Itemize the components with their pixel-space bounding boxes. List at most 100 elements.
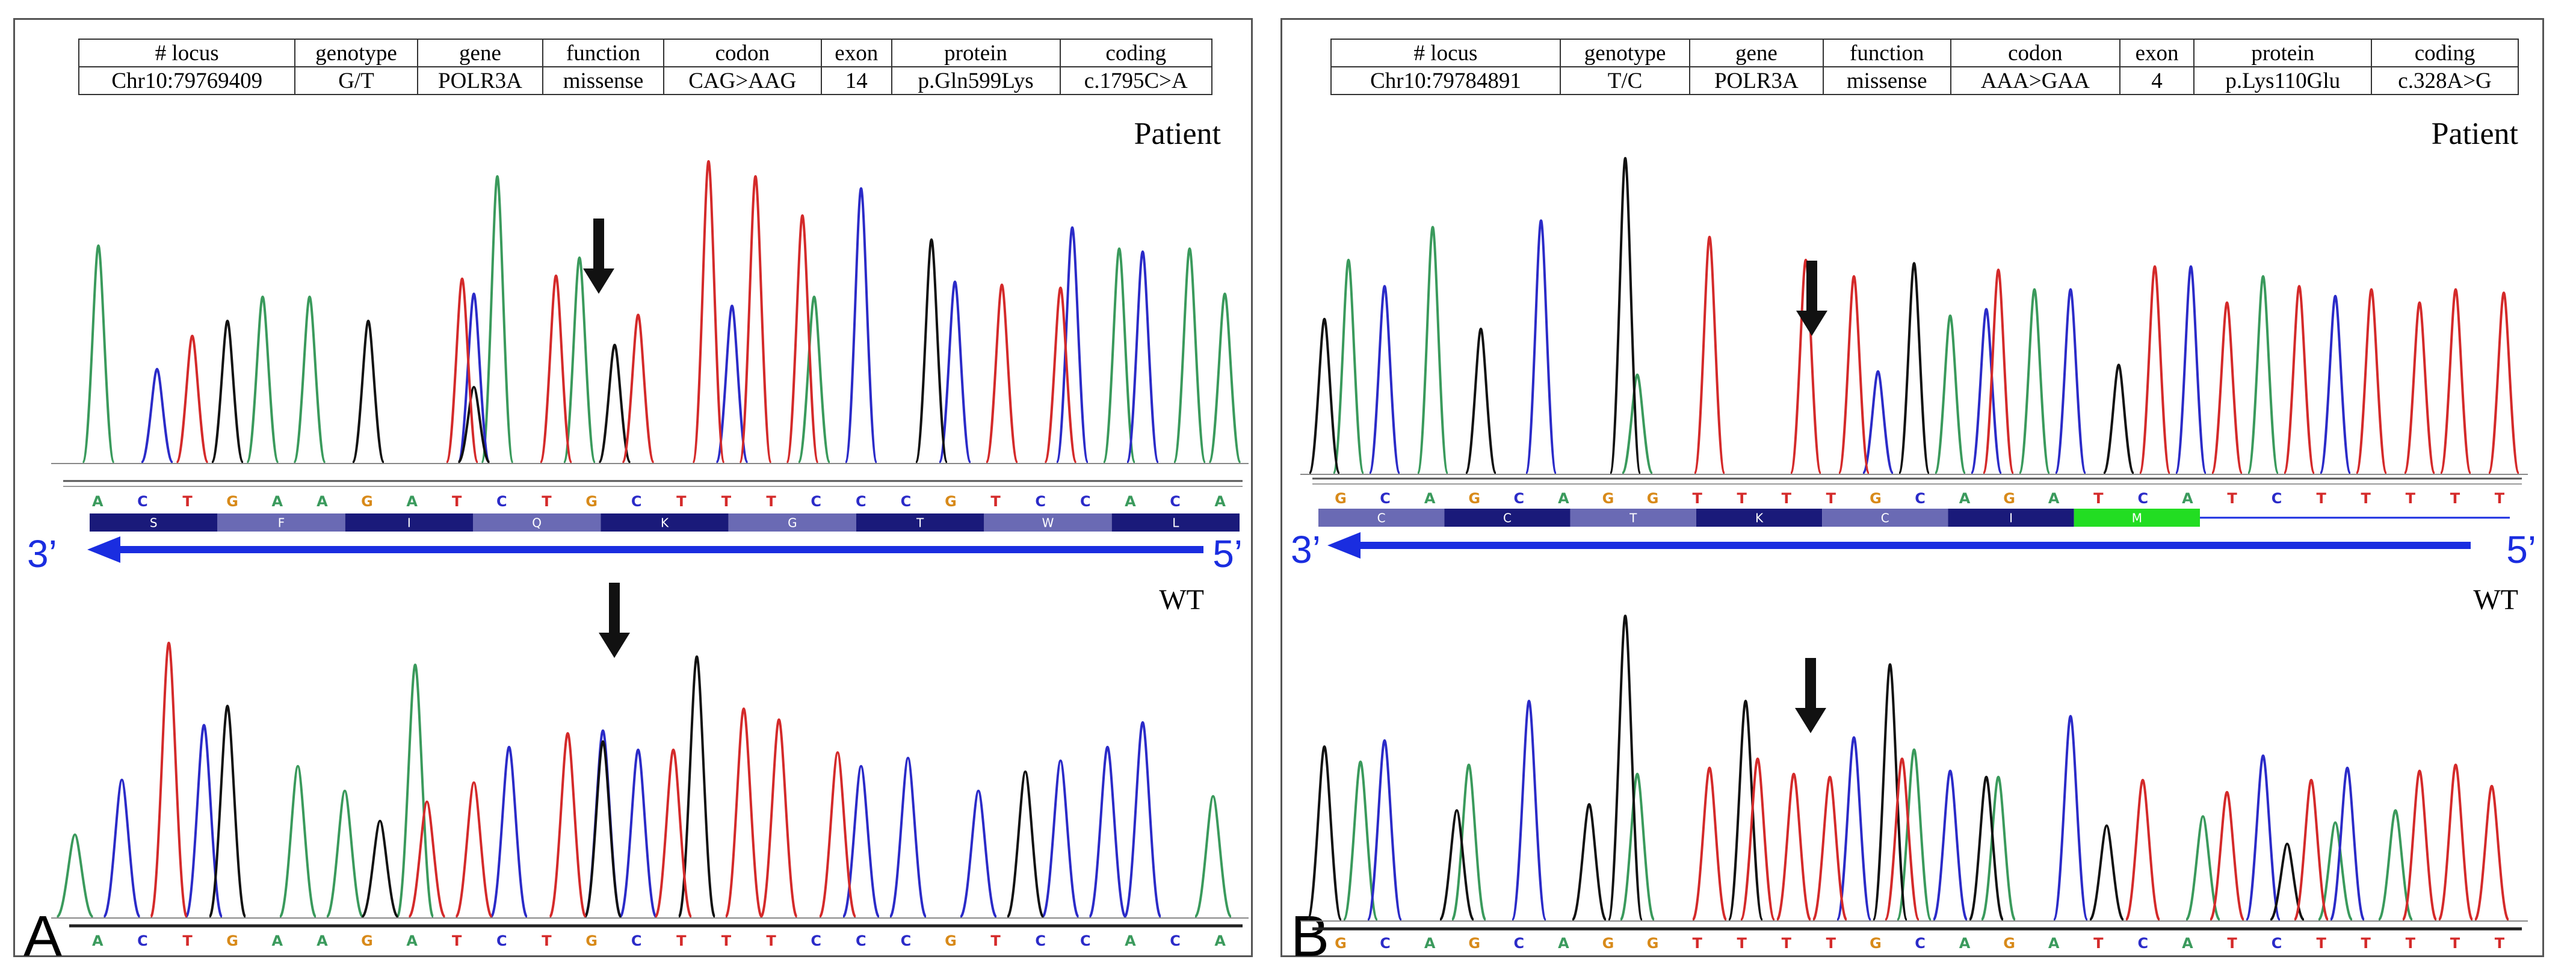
- codon-box: [345, 513, 473, 532]
- base-call-A: A: [1558, 490, 1569, 507]
- trace-peak-T: [621, 313, 655, 464]
- trace-peak-C: [2054, 288, 2087, 474]
- trace-peak-T: [691, 160, 726, 464]
- table-value-cell: 14: [820, 66, 892, 95]
- base-call-A: A: [1424, 935, 1436, 952]
- trace-peak-C: [715, 304, 749, 464]
- base-call-A: A: [406, 932, 418, 949]
- base-call-T: T: [676, 493, 687, 510]
- table-header-cell: coding: [2371, 39, 2519, 67]
- trace-peak-T: [2211, 301, 2243, 474]
- base-call-A: A: [92, 932, 103, 949]
- strand-3prime-label: 3’: [1291, 528, 1321, 571]
- trace-peak-T: [1693, 235, 1726, 474]
- base-call-T: T: [766, 932, 776, 949]
- trace-peak-C: [140, 367, 174, 464]
- base-call-T: T: [990, 932, 1001, 949]
- trace-peak-C: [1123, 721, 1162, 918]
- wt-label: WT: [1159, 584, 1204, 616]
- base-call-C: C: [1915, 490, 1926, 507]
- trace-peak-T: [985, 283, 1019, 464]
- trace-peak-G: [1898, 262, 1930, 474]
- base-call-C: C: [901, 493, 912, 510]
- base-call-G: G: [361, 493, 373, 510]
- base-call-G: G: [945, 932, 957, 949]
- trace-peak-A: [1173, 247, 1206, 464]
- base-call-C: C: [1170, 493, 1181, 510]
- trace-peak-G: [1571, 803, 1607, 921]
- base-call-C: C: [1915, 935, 1926, 952]
- base-call-T: T: [2406, 490, 2416, 507]
- trace-peak-G: [211, 319, 244, 464]
- panel-a: # locus genotype gene function codon exo…: [13, 18, 1253, 966]
- base-call-C: C: [137, 932, 148, 949]
- trace-peak-G: [2102, 364, 2135, 474]
- table-header-cell: gene: [1689, 39, 1824, 67]
- trace-peak-A: [2018, 288, 2051, 474]
- trace-peak-T: [1740, 757, 1776, 921]
- base-call-G: G: [1602, 490, 1614, 507]
- trace-peak-A: [326, 789, 364, 918]
- table-value-cell: c.328A>G: [2371, 66, 2519, 95]
- base-call-G: G: [226, 493, 238, 510]
- trace-peak-G: [584, 740, 622, 918]
- trace-peak-A: [480, 175, 514, 464]
- codon-box: [90, 513, 218, 532]
- down-arrow-head: [583, 268, 614, 294]
- base-call-C: C: [1514, 490, 1525, 507]
- trace-peak-T: [738, 175, 773, 464]
- amino-acid-label: M: [2132, 511, 2142, 526]
- base-call-A: A: [271, 932, 283, 949]
- amino-acid-label: C: [1503, 511, 1512, 526]
- codon-box: [2074, 509, 2200, 527]
- codon-box: [984, 513, 1112, 532]
- base-call-G: G: [226, 932, 238, 949]
- trace-peak-C: [2175, 265, 2207, 474]
- trace-peak-A: [1451, 763, 1487, 921]
- base-call-G: G: [585, 493, 598, 510]
- trace-peak-A: [1194, 795, 1232, 918]
- patient-label: Patient: [2431, 117, 2518, 151]
- amino-acid-label: K: [1755, 511, 1764, 526]
- base-call-T: T: [182, 493, 193, 510]
- trace-peak-G: [360, 819, 400, 918]
- trace-peak-G: [1968, 775, 2004, 921]
- trace-peak-A: [2377, 809, 2414, 921]
- trace-peak-T: [1790, 258, 1822, 474]
- amino-acid-label: Q: [532, 516, 542, 530]
- base-call-T: T: [1737, 490, 1747, 507]
- trace-peak-C: [1862, 370, 1894, 474]
- table-header-cell: coding: [1059, 39, 1213, 67]
- base-call-T: T: [452, 493, 462, 510]
- trace-peak-C: [102, 778, 141, 918]
- base-call-T: T: [2450, 490, 2460, 507]
- base-call-A: A: [2048, 490, 2060, 507]
- base-call-C: C: [811, 932, 821, 949]
- trace-peak-A: [246, 295, 280, 464]
- base-call-G: G: [1468, 935, 1480, 952]
- trace-peak-A: [797, 295, 831, 464]
- codon-box: [1948, 509, 2074, 527]
- trace-peak-T: [1884, 757, 1920, 921]
- trace-peak-G: [1465, 327, 1497, 474]
- trace-peak-C: [1055, 226, 1089, 464]
- base-call-C: C: [496, 493, 507, 510]
- trace-peak-A: [2185, 815, 2221, 921]
- base-call-G: G: [2003, 490, 2015, 507]
- trace-peak-C: [1511, 699, 1547, 921]
- base-call-T: T: [2316, 490, 2326, 507]
- trace-peak-A: [2317, 821, 2353, 921]
- trace-peak-T: [2125, 778, 2161, 921]
- table-header-cell: codon: [1950, 39, 2120, 67]
- base-call-A: A: [1959, 490, 1971, 507]
- trace-peak-C: [2245, 754, 2281, 921]
- trace-peak-T: [1838, 274, 1870, 474]
- trace-peak-T: [1043, 286, 1078, 464]
- base-call-C: C: [137, 493, 148, 510]
- base-call-A: A: [2182, 490, 2193, 507]
- table-value-cell: T/C: [1559, 66, 1691, 95]
- base-call-C: C: [496, 932, 507, 949]
- trace-peak-T: [2209, 790, 2245, 921]
- amino-acid-label: K: [661, 516, 669, 530]
- down-arrow-shaft: [609, 583, 620, 634]
